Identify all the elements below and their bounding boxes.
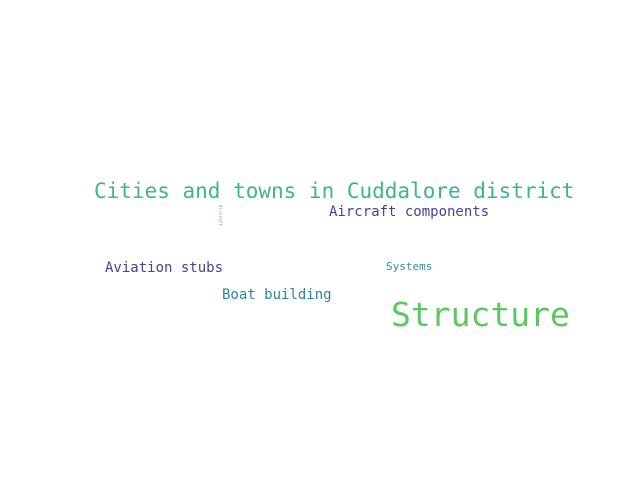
word-aviation-stubs: Aviation stubs	[105, 260, 224, 276]
word-vertical-tiny: Aircraft	[218, 205, 223, 226]
word-boat-building: Boat building	[222, 287, 332, 303]
word-systems: Systems	[386, 260, 433, 273]
word-structure: Structure	[391, 295, 570, 334]
word-cities-and-towns-in-cuddalore-district: Cities and towns in Cuddalore district	[94, 179, 575, 203]
word-aircraft-components: Aircraft components	[329, 204, 490, 220]
